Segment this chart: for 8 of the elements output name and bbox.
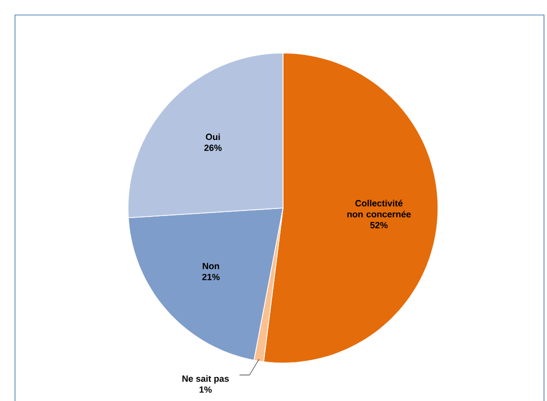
slice-label: Oui [206,133,220,140]
slice-label: Collectivité non concernée [347,200,411,218]
slice-label: Non [202,262,220,270]
data-label: 26% [204,144,222,151]
data-label: 52% [370,222,388,228]
data-label: 21% [202,274,220,280]
slice-label: Ne sait pas [182,375,229,384]
data-label: 1% [200,386,212,393]
